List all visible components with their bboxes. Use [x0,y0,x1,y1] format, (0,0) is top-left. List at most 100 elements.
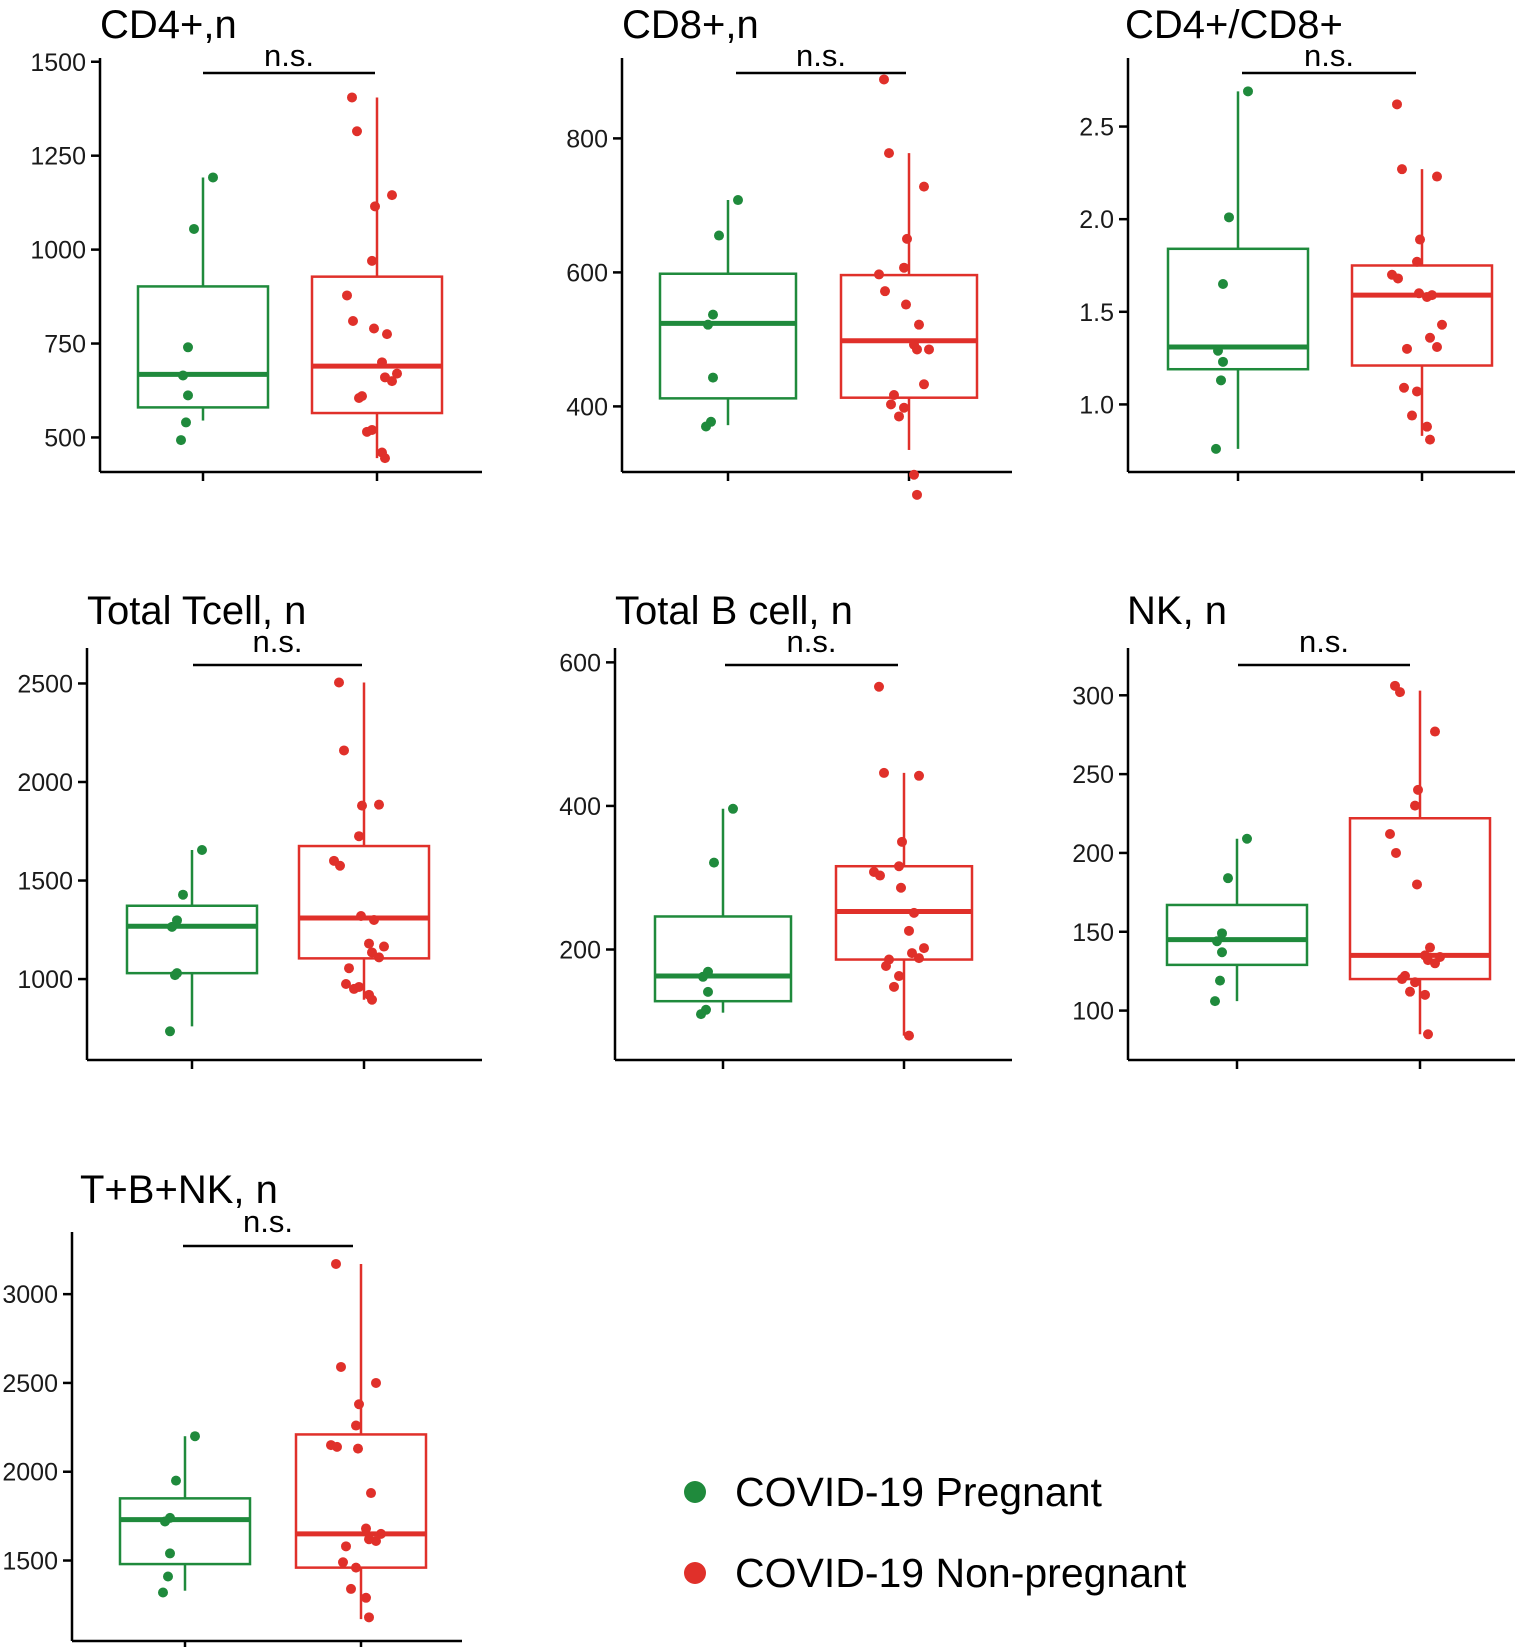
legend-marker-nonpregnant [684,1562,706,1584]
data-point-nonpregnant [377,357,387,368]
significance-label: n.s. [243,1204,293,1239]
data-point-pregnant [1217,947,1227,958]
data-point-nonpregnant [901,299,911,310]
panel-title: NK, n [1127,589,1227,633]
data-point-pregnant [208,172,218,183]
y-tick-label: 200 [1072,840,1114,868]
y-tick-label: 3000 [2,1281,58,1309]
panel-2: CD8+,n n.s. 400 600 800 [566,3,1012,500]
data-point-nonpregnant [369,914,379,925]
data-point-nonpregnant [912,489,922,500]
data-point-nonpregnant [879,74,889,85]
box-pregnant [118,1497,252,1566]
data-point-nonpregnant [347,92,357,103]
data-point-pregnant [1210,996,1220,1007]
panel-title: T+B+NK, n [80,1168,278,1212]
data-point-pregnant [1211,443,1221,454]
data-point-nonpregnant [894,861,904,872]
data-point-nonpregnant [889,981,899,992]
y-tick-label: 150 [1072,919,1114,947]
data-point-nonpregnant [899,402,909,413]
data-point-pregnant [165,1548,175,1559]
data-point-nonpregnant [332,1441,342,1452]
data-point-nonpregnant [351,1420,361,1431]
panel-5: Total B cell, nn.s. 200 400 600 [559,589,1012,1069]
data-point-nonpregnant [1397,164,1407,175]
data-point-nonpregnant [1391,847,1401,858]
data-point-pregnant [183,390,193,401]
data-point-nonpregnant [1407,410,1417,421]
legend-marker-pregnant [684,1481,706,1503]
data-point-nonpregnant [1432,171,1442,182]
data-point-nonpregnant [374,799,384,810]
panel-4: Total Tcell, nn.s. 1000 1500 2000 2500 [17,589,482,1069]
data-point-nonpregnant [392,368,402,379]
data-point-nonpregnant [366,1488,376,1499]
data-point-pregnant [163,1571,173,1582]
data-point-nonpregnant [1437,319,1447,330]
data-point-pregnant [190,1431,200,1442]
box-nonpregnant [839,273,979,399]
data-point-nonpregnant [896,882,906,893]
data-point-nonpregnant [380,453,390,464]
data-point-nonpregnant [339,745,349,756]
y-tick-label: 400 [566,393,608,421]
data-point-nonpregnant [338,1557,348,1568]
data-point-nonpregnant [874,269,884,280]
data-point-nonpregnant [875,870,885,881]
data-point-nonpregnant [894,411,904,422]
data-point-pregnant [733,195,743,206]
box-nonpregnant [297,844,431,960]
data-point-nonpregnant [1412,386,1422,397]
data-point-nonpregnant [1413,784,1423,795]
data-point-nonpregnant [1425,434,1435,445]
panel-7: T+B+NK, nn.s. 1500 2000 2500 3000 [2,1168,462,1647]
y-tick-label: 1.0 [1079,391,1114,419]
data-point-nonpregnant [914,770,924,781]
data-point-nonpregnant [354,1399,364,1410]
data-point-nonpregnant [356,911,366,921]
significance-label: n.s. [796,38,846,73]
y-tick-label: 2.0 [1079,206,1114,234]
data-point-nonpregnant [1402,343,1412,354]
data-point-nonpregnant [367,255,377,266]
data-point-nonpregnant [387,190,397,201]
data-point-nonpregnant [361,1523,371,1534]
data-point-nonpregnant [357,800,367,811]
significance-label: n.s. [264,38,314,73]
data-point-pregnant [728,803,738,814]
data-point-nonpregnant [1414,288,1424,299]
data-point-nonpregnant [914,319,924,330]
data-point-pregnant [178,889,188,900]
data-point-nonpregnant [367,947,377,958]
panel-6: NK, n n.s. 100 150 200 250 300 [1072,589,1515,1069]
data-point-nonpregnant [351,1562,361,1573]
y-tick-label: 400 [559,793,601,821]
data-point-pregnant [181,417,191,428]
data-point-pregnant [183,342,193,353]
data-point-nonpregnant [1410,977,1420,988]
data-point-nonpregnant [364,1612,374,1623]
data-point-pregnant [197,844,207,855]
data-point-pregnant [714,230,724,241]
legend-item-nonpregnant: COVID-19 Non-pregnant [684,1550,1187,1596]
data-point-nonpregnant [341,978,351,989]
y-tick-label: 2500 [2,1370,58,1398]
significance-label: n.s. [787,624,837,659]
data-point-nonpregnant [364,938,374,949]
data-point-pregnant [165,1026,175,1037]
significance-label: n.s. [1304,38,1354,73]
data-point-nonpregnant [886,399,896,410]
box-pregnant [1165,903,1309,967]
data-point-nonpregnant [899,262,909,273]
data-point-nonpregnant [1412,256,1422,267]
data-point-nonpregnant [367,994,377,1005]
box-pregnant [125,904,259,975]
panels: CD4+,n n.s. 500 750 1000 1250 1500 CD8+,n n.s. 40… [2,3,1515,1647]
data-point-pregnant [1216,375,1226,386]
panel-title: CD4+,n [100,3,237,47]
data-point-nonpregnant [379,941,389,952]
data-point-nonpregnant [1410,800,1420,811]
data-point-nonpregnant [1425,942,1435,953]
